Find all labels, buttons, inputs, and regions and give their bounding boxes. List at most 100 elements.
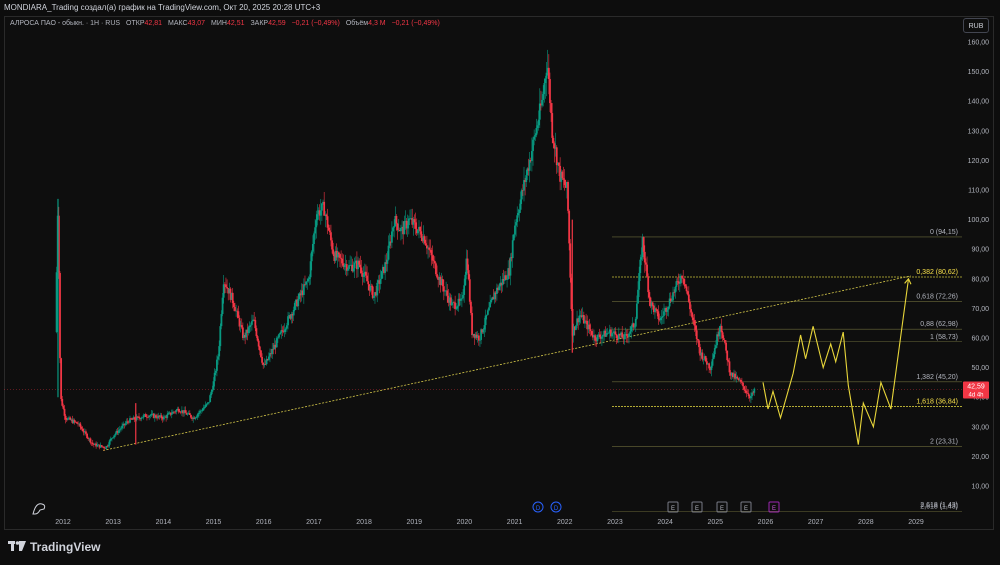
- candle-body: [72, 420, 75, 423]
- chart-frame: [4, 16, 994, 530]
- candle-body: [436, 274, 438, 278]
- currency-button[interactable]: RUB: [963, 18, 989, 33]
- candles-group: [55, 49, 756, 451]
- symbol-label[interactable]: АЛРОСА ПАО - обыкн. · 1Н · RUS: [10, 20, 121, 27]
- candle-body: [630, 326, 633, 332]
- candle-body: [581, 315, 584, 318]
- candle-body: [130, 418, 133, 420]
- candle-body: [187, 413, 190, 414]
- candle-body: [447, 295, 450, 303]
- x-tick-label: 2019: [406, 519, 422, 526]
- candle-body: [535, 128, 538, 136]
- candle-body: [591, 334, 594, 338]
- candle-body: [231, 292, 234, 304]
- candle-body: [558, 162, 560, 166]
- candle-body: [115, 430, 118, 434]
- candle-body: [467, 270, 470, 280]
- candle-body: [258, 346, 261, 351]
- candle-body: [519, 199, 522, 210]
- candle-body: [573, 326, 576, 330]
- candle-body: [411, 218, 414, 225]
- candle-body: [516, 215, 519, 223]
- candle-body: [682, 278, 685, 279]
- candle-body: [409, 218, 411, 219]
- candle-body: [549, 79, 551, 104]
- candle-body: [358, 260, 361, 265]
- candle-body: [492, 297, 495, 300]
- candle-body: [708, 363, 711, 369]
- candle-body: [354, 260, 357, 263]
- candle-body: [150, 413, 153, 416]
- candle-body: [359, 264, 362, 268]
- candle-body: [624, 334, 627, 335]
- candle-body: [398, 230, 401, 232]
- candle-body: [445, 290, 447, 292]
- candle-body: [107, 444, 110, 447]
- candle-body: [216, 359, 218, 371]
- candle-body: [282, 331, 285, 333]
- candle-body: [182, 410, 184, 414]
- earnings-marker-label: E: [744, 506, 748, 512]
- candle-body: [598, 334, 601, 337]
- candle-body: [111, 438, 113, 439]
- candle-body: [62, 405, 65, 409]
- candle-body: [376, 282, 379, 296]
- candle-body: [109, 438, 112, 441]
- candle-body: [393, 226, 396, 228]
- candle-body: [65, 419, 68, 421]
- candle-body: [572, 326, 575, 336]
- candle-body: [176, 408, 179, 410]
- candle-body: [330, 232, 332, 241]
- candle-body: [635, 303, 638, 319]
- candle-body: [59, 272, 61, 359]
- candle-body: [323, 201, 326, 216]
- candle-body: [722, 338, 725, 341]
- candle-body: [517, 213, 520, 216]
- candle-body: [349, 265, 352, 266]
- candle-body: [432, 260, 435, 262]
- candle-body: [88, 438, 91, 440]
- candle-body: [715, 345, 717, 349]
- candle-body: [465, 258, 468, 275]
- dividend-marker: [532, 501, 544, 513]
- candle-body: [201, 410, 204, 412]
- candle-body: [616, 338, 619, 339]
- candle-body: [302, 284, 305, 295]
- tradingview-logo[interactable]: TradingView: [8, 540, 100, 554]
- candle-body: [650, 302, 653, 307]
- candle-body: [71, 419, 74, 423]
- candle-body: [184, 410, 187, 413]
- candle-body: [641, 237, 644, 258]
- candle-body: [168, 412, 171, 414]
- candle-body: [348, 265, 350, 269]
- candle-body: [200, 410, 203, 412]
- candle-body: [547, 67, 550, 80]
- candle-body: [196, 414, 199, 417]
- candle-body: [82, 431, 85, 433]
- candle-body: [356, 260, 358, 270]
- candle-body: [70, 419, 73, 421]
- candle-body: [220, 314, 223, 327]
- candle-body: [441, 279, 444, 287]
- candle-body: [317, 210, 320, 215]
- candle-body: [319, 210, 322, 216]
- candle-body: [497, 287, 499, 291]
- y-tick-label: 50,00: [971, 365, 989, 372]
- candle-body: [407, 218, 410, 226]
- candle-body: [206, 402, 209, 404]
- candle-body: [648, 292, 651, 298]
- candle-body: [388, 241, 391, 246]
- candle-body: [437, 277, 440, 280]
- candle-body: [271, 348, 274, 355]
- candle-body: [544, 78, 547, 84]
- x-tick-label: 2024: [657, 519, 673, 526]
- candle-body: [342, 263, 345, 268]
- candle-body: [159, 415, 162, 417]
- candle-body: [60, 358, 63, 399]
- candle-body: [105, 446, 108, 449]
- candle-body: [496, 287, 498, 294]
- earnings-marker-label: E: [720, 506, 724, 512]
- candle-body: [612, 332, 615, 334]
- candle-body: [264, 364, 267, 365]
